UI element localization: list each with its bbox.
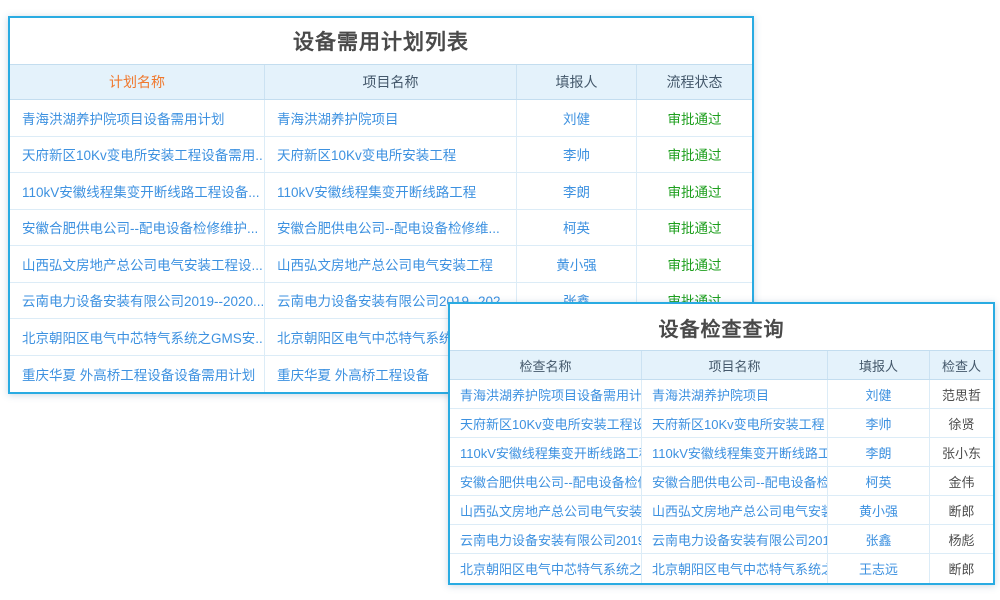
table-row: 云南电力设备安装有限公司2019--2020年度 云南电力设备安装有限公司201… [450, 525, 993, 554]
project-name-cell[interactable]: 青海洪湖养护院项目 [265, 100, 517, 136]
project-name-cell[interactable]: 110kV安徽线程集变开断线路工程 [265, 173, 517, 209]
project-name-cell[interactable]: 北京朝阳区电气中芯特气系统之GMS安 [642, 554, 828, 583]
plan-name-cell[interactable]: 重庆华夏 外高桥工程设备设备需用计划 [10, 355, 265, 392]
reporter-cell[interactable]: 柯英 [828, 467, 930, 495]
status-cell: 审批通过 [667, 184, 722, 200]
table-row: 安徽合肥供电公司--配电设备检修维护工程 安徽合肥供电公司--配电设备检修维护 … [450, 467, 993, 496]
project-name-cell[interactable]: 110kV安徽线程集变开断线路工程 [642, 438, 828, 466]
reporter-cell[interactable]: 王志远 [828, 554, 930, 583]
plan-name-cell[interactable]: 青海洪湖养护院项目设备需用计划 [10, 100, 265, 136]
reporter-cell[interactable]: 柯英 [517, 209, 637, 245]
column-header-plan-name: 计划名称 [10, 65, 265, 99]
column-header-reporter: 填报人 [517, 65, 637, 99]
table-row: 青海洪湖养护院项目设备需用计划 青海洪湖养护院项目 刘健 范思哲 [450, 380, 993, 409]
inspector-cell: 金伟 [948, 474, 975, 490]
column-header-reporter: 填报人 [828, 351, 930, 379]
column-header-inspection-name: 检查名称 [450, 351, 642, 379]
project-name-cell[interactable]: 山西弘文房地产总公司电气安装工程 [265, 246, 517, 282]
inspector-cell: 范思哲 [941, 387, 981, 403]
column-header-project-name: 项目名称 [642, 351, 828, 379]
inspection-table-header: 检查名称 项目名称 填报人 检查人 [450, 350, 993, 380]
reporter-cell[interactable]: 刘健 [517, 100, 637, 136]
inspector-cell: 徐贤 [948, 416, 975, 432]
inspection-name-cell[interactable]: 北京朝阳区电气中芯特气系统之GMS安装 [450, 554, 642, 583]
project-name-cell[interactable]: 天府新区10Kv变电所安装工程 [265, 136, 517, 172]
reporter-cell[interactable]: 李朗 [828, 438, 930, 466]
plan-name-cell[interactable]: 110kV安徽线程集变开断线路工程设备... [10, 173, 265, 209]
plan-name-cell[interactable]: 山西弘文房地产总公司电气安装工程设... [10, 246, 265, 282]
plan-name-cell[interactable]: 安徽合肥供电公司--配电设备检修维护... [10, 209, 265, 245]
project-name-cell[interactable]: 云南电力设备安装有限公司2019--2020 [642, 525, 828, 553]
project-name-cell[interactable]: 安徽合肥供电公司--配电设备检修维护 [642, 467, 828, 495]
inspection-query-panel: 设备检查查询 检查名称 项目名称 填报人 检查人 青海洪湖养护院项目设备需用计划… [448, 302, 995, 585]
table-row: 山西弘文房地产总公司电气安装工程设... 山西弘文房地产总公司电气安装工程 黄小… [10, 246, 752, 283]
project-name-cell[interactable]: 安徽合肥供电公司--配电设备检修维... [265, 209, 517, 245]
status-cell: 审批通过 [667, 221, 722, 237]
inspector-cell: 张小东 [941, 445, 981, 461]
reporter-cell[interactable]: 刘健 [828, 380, 930, 408]
project-name-cell[interactable]: 山西弘文房地产总公司电气安装工程设备 [642, 496, 828, 524]
plan-list-title: 设备需用计划列表 [293, 31, 469, 54]
table-row: 110kV安徽线程集变开断线路工程设备需用 110kV安徽线程集变开断线路工程 … [450, 438, 993, 467]
inspection-name-cell[interactable]: 云南电力设备安装有限公司2019--2020年度 [450, 525, 642, 553]
plan-name-cell[interactable]: 云南电力设备安装有限公司2019--2020... [10, 282, 265, 318]
reporter-cell[interactable]: 张鑫 [828, 525, 930, 553]
reporter-cell[interactable]: 黄小强 [828, 496, 930, 524]
inspection-name-cell[interactable]: 110kV安徽线程集变开断线路工程设备需用 [450, 438, 642, 466]
status-cell: 审批通过 [667, 257, 722, 273]
table-row: 北京朝阳区电气中芯特气系统之GMS安装 北京朝阳区电气中芯特气系统之GMS安 王… [450, 554, 993, 583]
project-name-cell[interactable]: 青海洪湖养护院项目 [642, 380, 828, 408]
plan-name-cell[interactable]: 天府新区10Kv变电所安装工程设备需用... [10, 136, 265, 172]
column-header-inspector: 检查人 [941, 358, 981, 374]
table-row: 重庆华夏 外高桥工程设备设备需用计划 重庆华夏 外高桥工程设备 [10, 355, 752, 392]
inspection-name-cell[interactable]: 天府新区10Kv变电所安装工程设备需用计划 [450, 409, 642, 437]
plan-list-panel: 设备需用计划列表 计划名称 项目名称 填报人 流程状态 青海洪湖养护院项目设备需… [8, 16, 754, 394]
table-row: 山西弘文房地产总公司电气安装工程设备需用 山西弘文房地产总公司电气安装工程设备 … [450, 496, 993, 525]
table-row: 110kV安徽线程集变开断线路工程设备... 110kV安徽线程集变开断线路工程… [10, 173, 752, 210]
plan-name-cell[interactable]: 北京朝阳区电气中芯特气系统之GMS安... [10, 319, 265, 355]
table-row: 天府新区10Kv变电所安装工程设备需用计划 天府新区10Kv变电所安装工程 李帅… [450, 409, 993, 438]
table-row: 青海洪湖养护院项目设备需用计划 青海洪湖养护院项目 刘健 审批通过 [10, 100, 752, 137]
inspection-name-cell[interactable]: 青海洪湖养护院项目设备需用计划 [450, 380, 642, 408]
inspection-name-cell[interactable]: 安徽合肥供电公司--配电设备检修维护工程 [450, 467, 642, 495]
project-name-cell[interactable]: 天府新区10Kv变电所安装工程 [642, 409, 828, 437]
plan-table-header: 计划名称 项目名称 填报人 流程状态 [10, 64, 752, 100]
reporter-cell[interactable]: 李帅 [828, 409, 930, 437]
table-row: 安徽合肥供电公司--配电设备检修维护... 安徽合肥供电公司--配电设备检修维.… [10, 209, 752, 246]
inspector-cell: 断郎 [948, 562, 975, 577]
inspection-name-cell[interactable]: 山西弘文房地产总公司电气安装工程设备需用 [450, 496, 642, 524]
column-header-flow-status: 流程状态 [666, 74, 723, 90]
status-cell: 审批通过 [667, 148, 722, 164]
inspector-cell: 杨彪 [948, 532, 975, 548]
table-row: 天府新区10Kv变电所安装工程设备需用... 天府新区10Kv变电所安装工程 李… [10, 136, 752, 173]
column-header-project-name: 项目名称 [265, 65, 517, 99]
reporter-cell[interactable]: 黄小强 [517, 246, 637, 282]
inspection-query-title: 设备检查查询 [658, 318, 785, 341]
inspector-cell: 断郎 [948, 503, 975, 519]
status-cell: 审批通过 [667, 111, 722, 127]
reporter-cell[interactable]: 李朗 [517, 173, 637, 209]
reporter-cell[interactable]: 李帅 [517, 136, 637, 172]
